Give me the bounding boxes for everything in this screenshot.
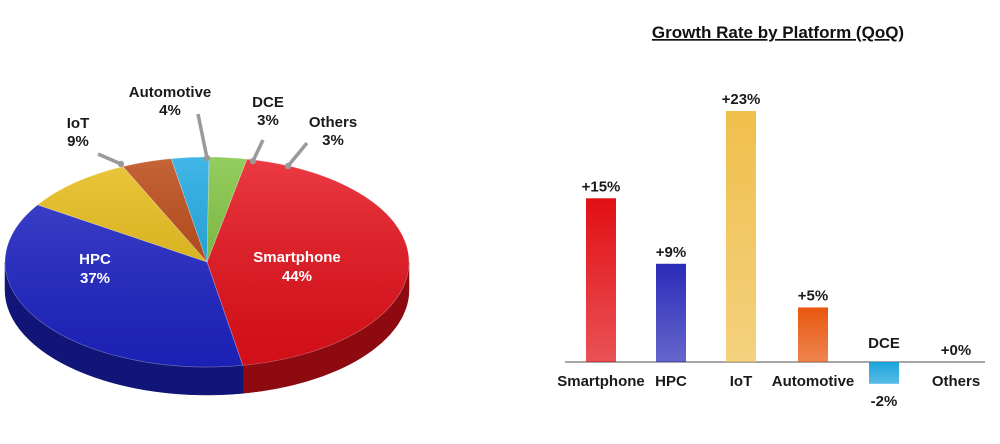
pie-label-others-value: 3% [322,132,344,149]
pie-label-hpc: HPC [79,251,111,268]
pie-label-iot-leader [97,152,122,166]
bar-category-others: Others [932,373,980,390]
bar-category-dce: DCE [868,335,900,352]
pie-label-smartphone: Smartphone [253,249,341,266]
bar-value-dce: -2% [871,393,898,410]
bar-category-iot: IoT [730,373,753,390]
pie-label-hpc-value: 37% [80,270,110,287]
pie-label-iot: IoT [67,115,90,132]
pie-label-iot-leader-dot [117,160,125,168]
pie-label-dce-leader-dot [249,157,257,165]
pie-label-others: Others [309,114,357,131]
bar-category-automotive: Automotive [772,373,855,390]
bar-chart-title: Growth Rate by Platform (QoQ) [652,23,904,42]
pie-label-automotive-leader-dot [203,154,211,162]
pie-label-others-leader-dot [284,162,292,170]
pie-label-automotive: Automotive [129,84,212,101]
bar-value-others: +0% [941,342,971,359]
bar-chart: Growth Rate by Platform (QoQ) +15% Smartp… [557,23,985,410]
bar-value-hpc: +9% [656,244,686,261]
bar-hpc [656,263,686,362]
pie-label-dce-leader [251,139,265,162]
bar-iot [726,111,756,362]
bar-automotive [798,307,828,362]
pie-label-automotive-value: 4% [159,102,181,119]
bar-category-hpc: HPC [655,373,687,390]
bar-dce [869,362,899,384]
pie-label-smartphone-value: 44% [282,268,312,285]
pie-label-dce: DCE [252,94,284,111]
bar-value-automotive: +5% [798,287,828,304]
bar-value-iot: +23% [722,91,761,108]
pie-label-automotive-leader [196,113,209,159]
pie-label-dce-value: 3% [257,112,279,129]
pie-label-others-leader [286,141,309,168]
bar-smartphone [586,198,616,362]
bar-value-smartphone: +15% [582,178,621,195]
pie-label-iot-value: 9% [67,133,89,150]
bar-category-smartphone: Smartphone [557,373,645,390]
